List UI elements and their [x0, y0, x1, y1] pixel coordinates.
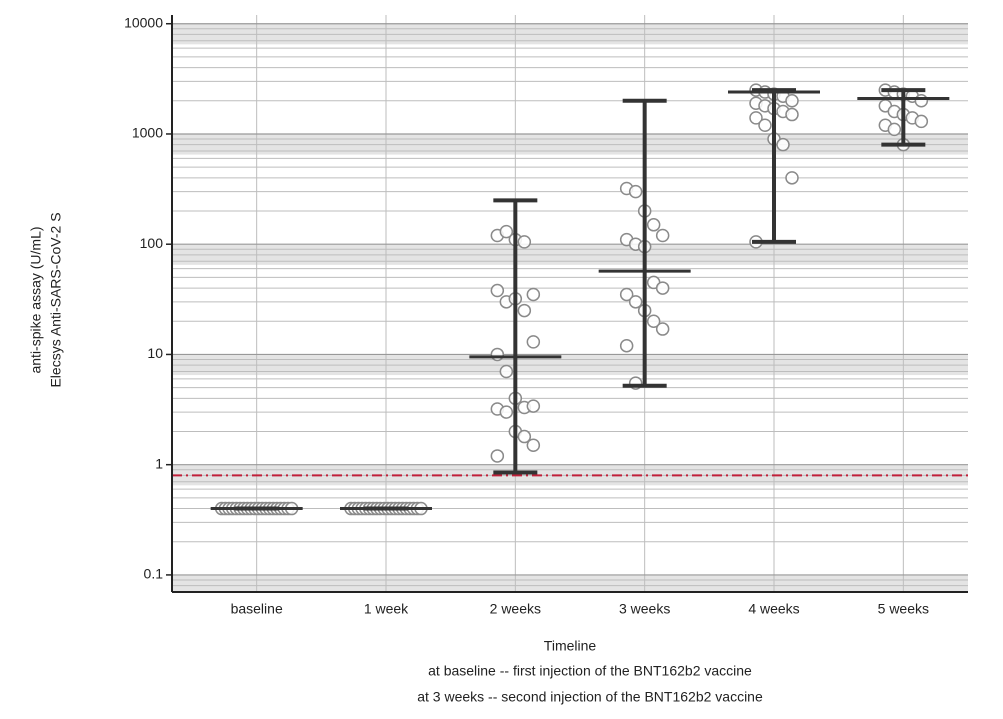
note: at baseline -- first injection of the BN… — [428, 663, 752, 679]
data-point — [749, 111, 763, 125]
data-point — [499, 405, 514, 419]
data-point — [619, 287, 634, 302]
data-point — [517, 303, 532, 318]
data-point — [914, 114, 929, 129]
data-point — [655, 228, 670, 243]
data-point — [526, 287, 541, 302]
y-axis-label: Elecsys Anti-SARS-CoV-2 S — [48, 212, 64, 387]
data-point — [914, 94, 929, 108]
data-point — [646, 218, 661, 232]
data-point — [655, 322, 670, 336]
data-point — [785, 107, 799, 122]
data-point — [517, 235, 532, 249]
x-tick-label: 1 week — [364, 601, 409, 617]
data-point — [646, 314, 661, 329]
data-point — [785, 171, 799, 185]
note: at 3 weeks -- second injection of the BN… — [417, 689, 763, 705]
data-point — [619, 338, 634, 353]
y-tick-label: 100 — [140, 235, 164, 251]
data-point — [526, 438, 541, 453]
data-point — [517, 429, 532, 444]
data-point — [526, 335, 541, 349]
data-point — [490, 449, 505, 463]
data-point — [887, 122, 902, 137]
data-point — [655, 281, 670, 295]
y-tick-label: 10000 — [124, 14, 163, 30]
y-tick-label: 1 — [155, 455, 163, 471]
data-point — [628, 184, 643, 199]
data-point — [499, 364, 514, 379]
x-axis-label: Timeline — [544, 638, 597, 654]
data-point — [490, 283, 505, 298]
x-tick-label: 2 weeks — [490, 601, 541, 617]
data-point — [758, 118, 772, 132]
data-point — [628, 295, 643, 309]
data-point — [490, 347, 505, 362]
data-point — [526, 399, 541, 413]
y-axis-label: anti-spike assay (U/mL) — [28, 226, 44, 373]
x-tick-label: baseline — [231, 601, 283, 617]
y-tick-label: 10 — [147, 345, 163, 361]
y-tick-label: 1000 — [132, 125, 163, 141]
data-point — [785, 94, 799, 108]
x-tick-label: 4 weeks — [748, 601, 799, 617]
data-point — [776, 137, 790, 152]
x-tick-label: 5 weeks — [878, 601, 929, 617]
grid-band — [172, 574, 968, 592]
y-tick-label: 0.1 — [144, 566, 164, 582]
data-point — [499, 224, 514, 239]
x-tick-label: 3 weeks — [619, 601, 670, 617]
